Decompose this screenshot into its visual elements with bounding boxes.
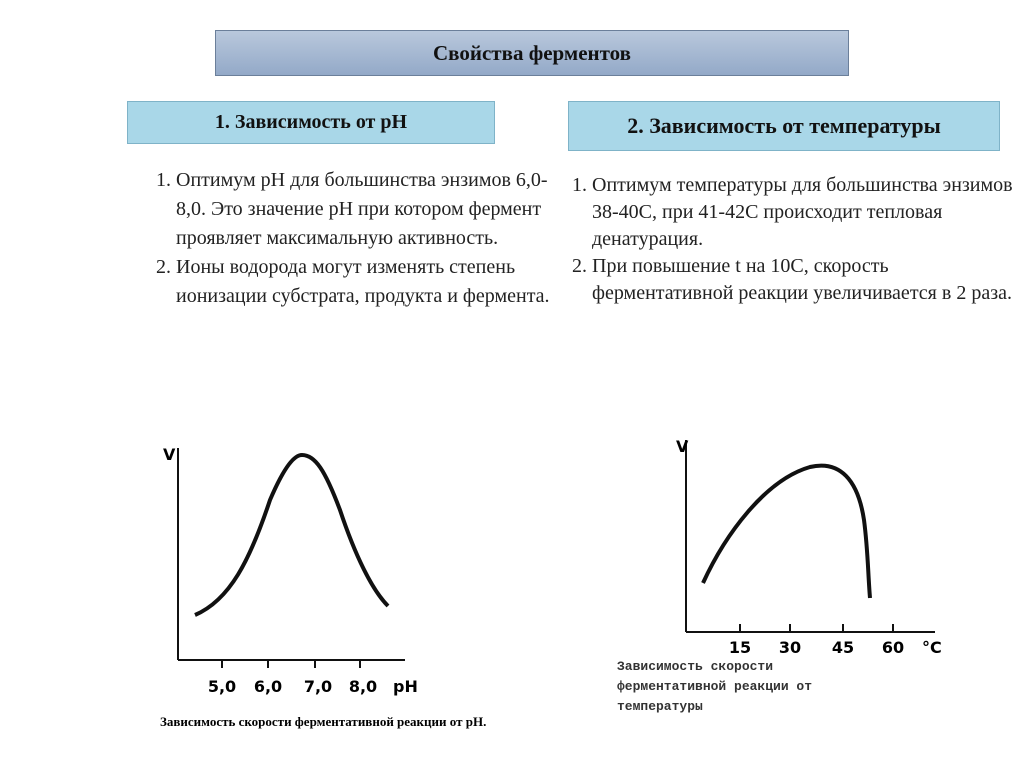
x-tick-label: 30 — [779, 638, 801, 657]
x-tick-label: 7,0 — [304, 677, 332, 696]
section-heading: 1. Зависимость от pH — [127, 101, 495, 144]
x-tick-label: 6,0 — [254, 677, 282, 696]
x-unit: °C — [922, 638, 942, 657]
temp-figure — [685, 440, 935, 633]
caption: Зависимость скорости — [617, 659, 773, 674]
list-item: Ионы водорода могут изменять степень ион… — [176, 253, 556, 311]
list: Оптимум pH для большинства энзимов 6,0-8… — [140, 166, 556, 311]
ph-figure — [177, 448, 405, 668]
y-label: V — [676, 437, 689, 456]
x-tick-label: 60 — [882, 638, 904, 657]
list: Оптимум температуры для большинства энзи… — [556, 172, 1022, 307]
x-tick-label: 5,0 — [208, 677, 236, 696]
caption: Зависимость скорости ферментативной реак… — [160, 714, 486, 729]
list-item: Оптимум температуры для большинства энзи… — [592, 172, 1022, 253]
caption: температуры — [617, 699, 703, 714]
curve — [701, 463, 872, 599]
list-item: При повышение t на 10С, скорость фермент… — [592, 253, 1022, 307]
x-tick-label: 45 — [832, 638, 854, 657]
list-item: Оптимум pH для большинства энзимов 6,0-8… — [176, 166, 556, 253]
caption: ферментативной реакции от — [617, 679, 812, 694]
title: Свойства ферментов — [215, 30, 849, 76]
curve — [194, 452, 390, 617]
y-label: V — [163, 445, 176, 464]
x-unit: pH — [393, 677, 418, 696]
x-tick-label: 8,0 — [349, 677, 377, 696]
section-heading: 2. Зависимость от температуры — [568, 101, 1000, 151]
x-tick-label: 15 — [729, 638, 751, 657]
